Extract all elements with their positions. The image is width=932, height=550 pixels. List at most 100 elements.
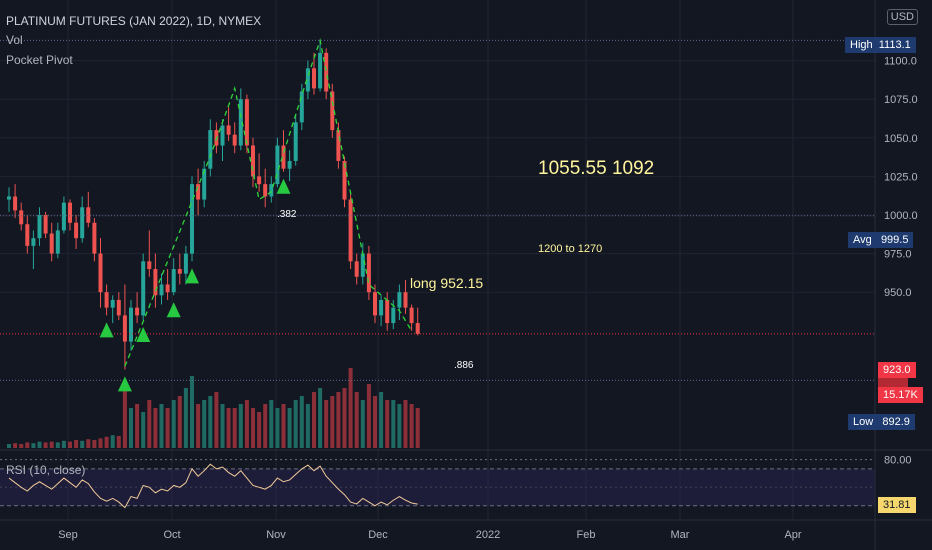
long-entry-annotation[interactable]: long 952.15 — [410, 275, 484, 291]
low-value: 892.9 — [882, 416, 910, 428]
candle-body — [391, 307, 396, 324]
candle-body — [104, 292, 109, 308]
candle-body — [110, 299, 115, 308]
rsi-polyline — [8, 463, 418, 509]
candle-body — [13, 196, 18, 211]
symbol-title[interactable]: PLATINUM FUTURES (JAN 2022), 1D, NYMEX — [6, 14, 262, 28]
volume-bar — [373, 396, 377, 448]
candle-body — [135, 307, 140, 316]
candle-body — [165, 284, 170, 293]
volume-bar — [104, 436, 109, 448]
volume-bar — [80, 440, 85, 448]
candle-body — [366, 253, 371, 293]
pocket-pivot-marker — [166, 302, 181, 318]
avg-value: 999.5 — [880, 234, 909, 246]
volume-bar — [214, 392, 219, 448]
low-price-tag: Low 892.9 — [848, 414, 915, 430]
volume-bar — [354, 392, 359, 448]
volume-bar — [403, 400, 408, 448]
candlesticks — [7, 40, 420, 370]
candle-body — [190, 184, 194, 254]
time-tick-label: Apr — [784, 529, 801, 541]
price-tick-label: 1000.0 — [884, 210, 918, 222]
volume-bar — [13, 443, 18, 448]
candle-body — [49, 233, 54, 254]
candle-body — [202, 168, 207, 200]
pocket-pivot-markers — [99, 178, 291, 392]
pocket-pivot-indicator-label[interactable]: Pocket Pivot — [6, 53, 73, 67]
high-value: 1113.1 — [878, 39, 911, 51]
pocket-pivot-marker — [276, 178, 291, 194]
candle-body — [116, 299, 121, 316]
candle-body — [147, 261, 152, 270]
candle-body — [281, 145, 286, 169]
volume-bar — [293, 400, 298, 448]
volume-bar — [232, 408, 237, 448]
candle-body — [318, 52, 323, 89]
volume-bar — [165, 408, 170, 448]
volume-bar — [19, 444, 24, 448]
volume-bar — [177, 396, 182, 448]
candle-body — [68, 202, 72, 223]
price-tick-label: 1050.0 — [884, 133, 918, 145]
volume-bar — [31, 443, 36, 448]
volume-bar — [305, 404, 310, 448]
candle-body — [360, 253, 365, 277]
price-tick-label: 1075.0 — [884, 94, 918, 106]
candle-body — [330, 91, 335, 131]
candle-body — [269, 184, 274, 197]
volume-bar — [43, 442, 48, 448]
low-label: Low — [853, 416, 874, 428]
volume-bar — [244, 400, 249, 448]
volume-bar — [110, 435, 115, 448]
volume-bar — [318, 388, 323, 448]
volume-bar — [86, 439, 91, 448]
rsi-line — [8, 463, 418, 509]
time-tick-label: Dec — [368, 529, 388, 541]
volume-bar — [122, 380, 127, 448]
candle-body — [232, 134, 237, 146]
last-price-tag: 923.0 — [878, 362, 916, 378]
volume-bar — [263, 404, 268, 448]
range-annotation[interactable]: 1200 to 1270 — [538, 243, 603, 255]
time-tick-label: Sep — [58, 529, 78, 541]
price-tick-label: 975.0 — [884, 249, 912, 261]
pocket-pivot-marker — [99, 322, 114, 338]
candle-body — [312, 68, 316, 89]
volume-bar — [135, 404, 140, 448]
currency-button[interactable]: USD — [886, 9, 918, 25]
volume-bar — [409, 404, 414, 448]
volume-bar — [257, 412, 262, 448]
candle-body — [196, 184, 201, 200]
target-annotation[interactable]: 1055.55 1092 — [538, 158, 655, 179]
candle-body — [263, 184, 268, 197]
volume-bar — [397, 404, 402, 448]
candle-body — [324, 52, 329, 92]
candle-body — [336, 130, 341, 161]
price-tick-label: 950.0 — [884, 287, 912, 299]
candle-body — [86, 207, 91, 223]
candle-body — [92, 222, 97, 254]
volume-bar — [98, 438, 103, 448]
candle-body — [379, 299, 384, 316]
volume-bar — [299, 396, 304, 448]
candle-body — [415, 323, 420, 334]
rsi-indicator-label[interactable]: RSI (10, close) — [6, 463, 86, 477]
avg-price-tag: Avg 999.5 — [848, 232, 914, 248]
volume-bar — [238, 404, 243, 448]
volume-bar — [49, 441, 54, 448]
volume-bar — [190, 376, 194, 448]
candle-body — [208, 130, 213, 169]
volume-bar — [92, 440, 97, 448]
volume-bar — [129, 408, 133, 448]
vol-indicator-label[interactable]: Vol — [6, 33, 23, 47]
pocket-pivot-marker — [136, 326, 151, 342]
candle-body — [397, 292, 402, 308]
volume-bar — [415, 408, 420, 448]
volume-bar — [336, 392, 341, 448]
volume-bar — [159, 404, 164, 448]
candle-body — [98, 253, 103, 293]
candle-body — [141, 261, 146, 316]
price-tick-label: 1025.0 — [884, 171, 918, 183]
